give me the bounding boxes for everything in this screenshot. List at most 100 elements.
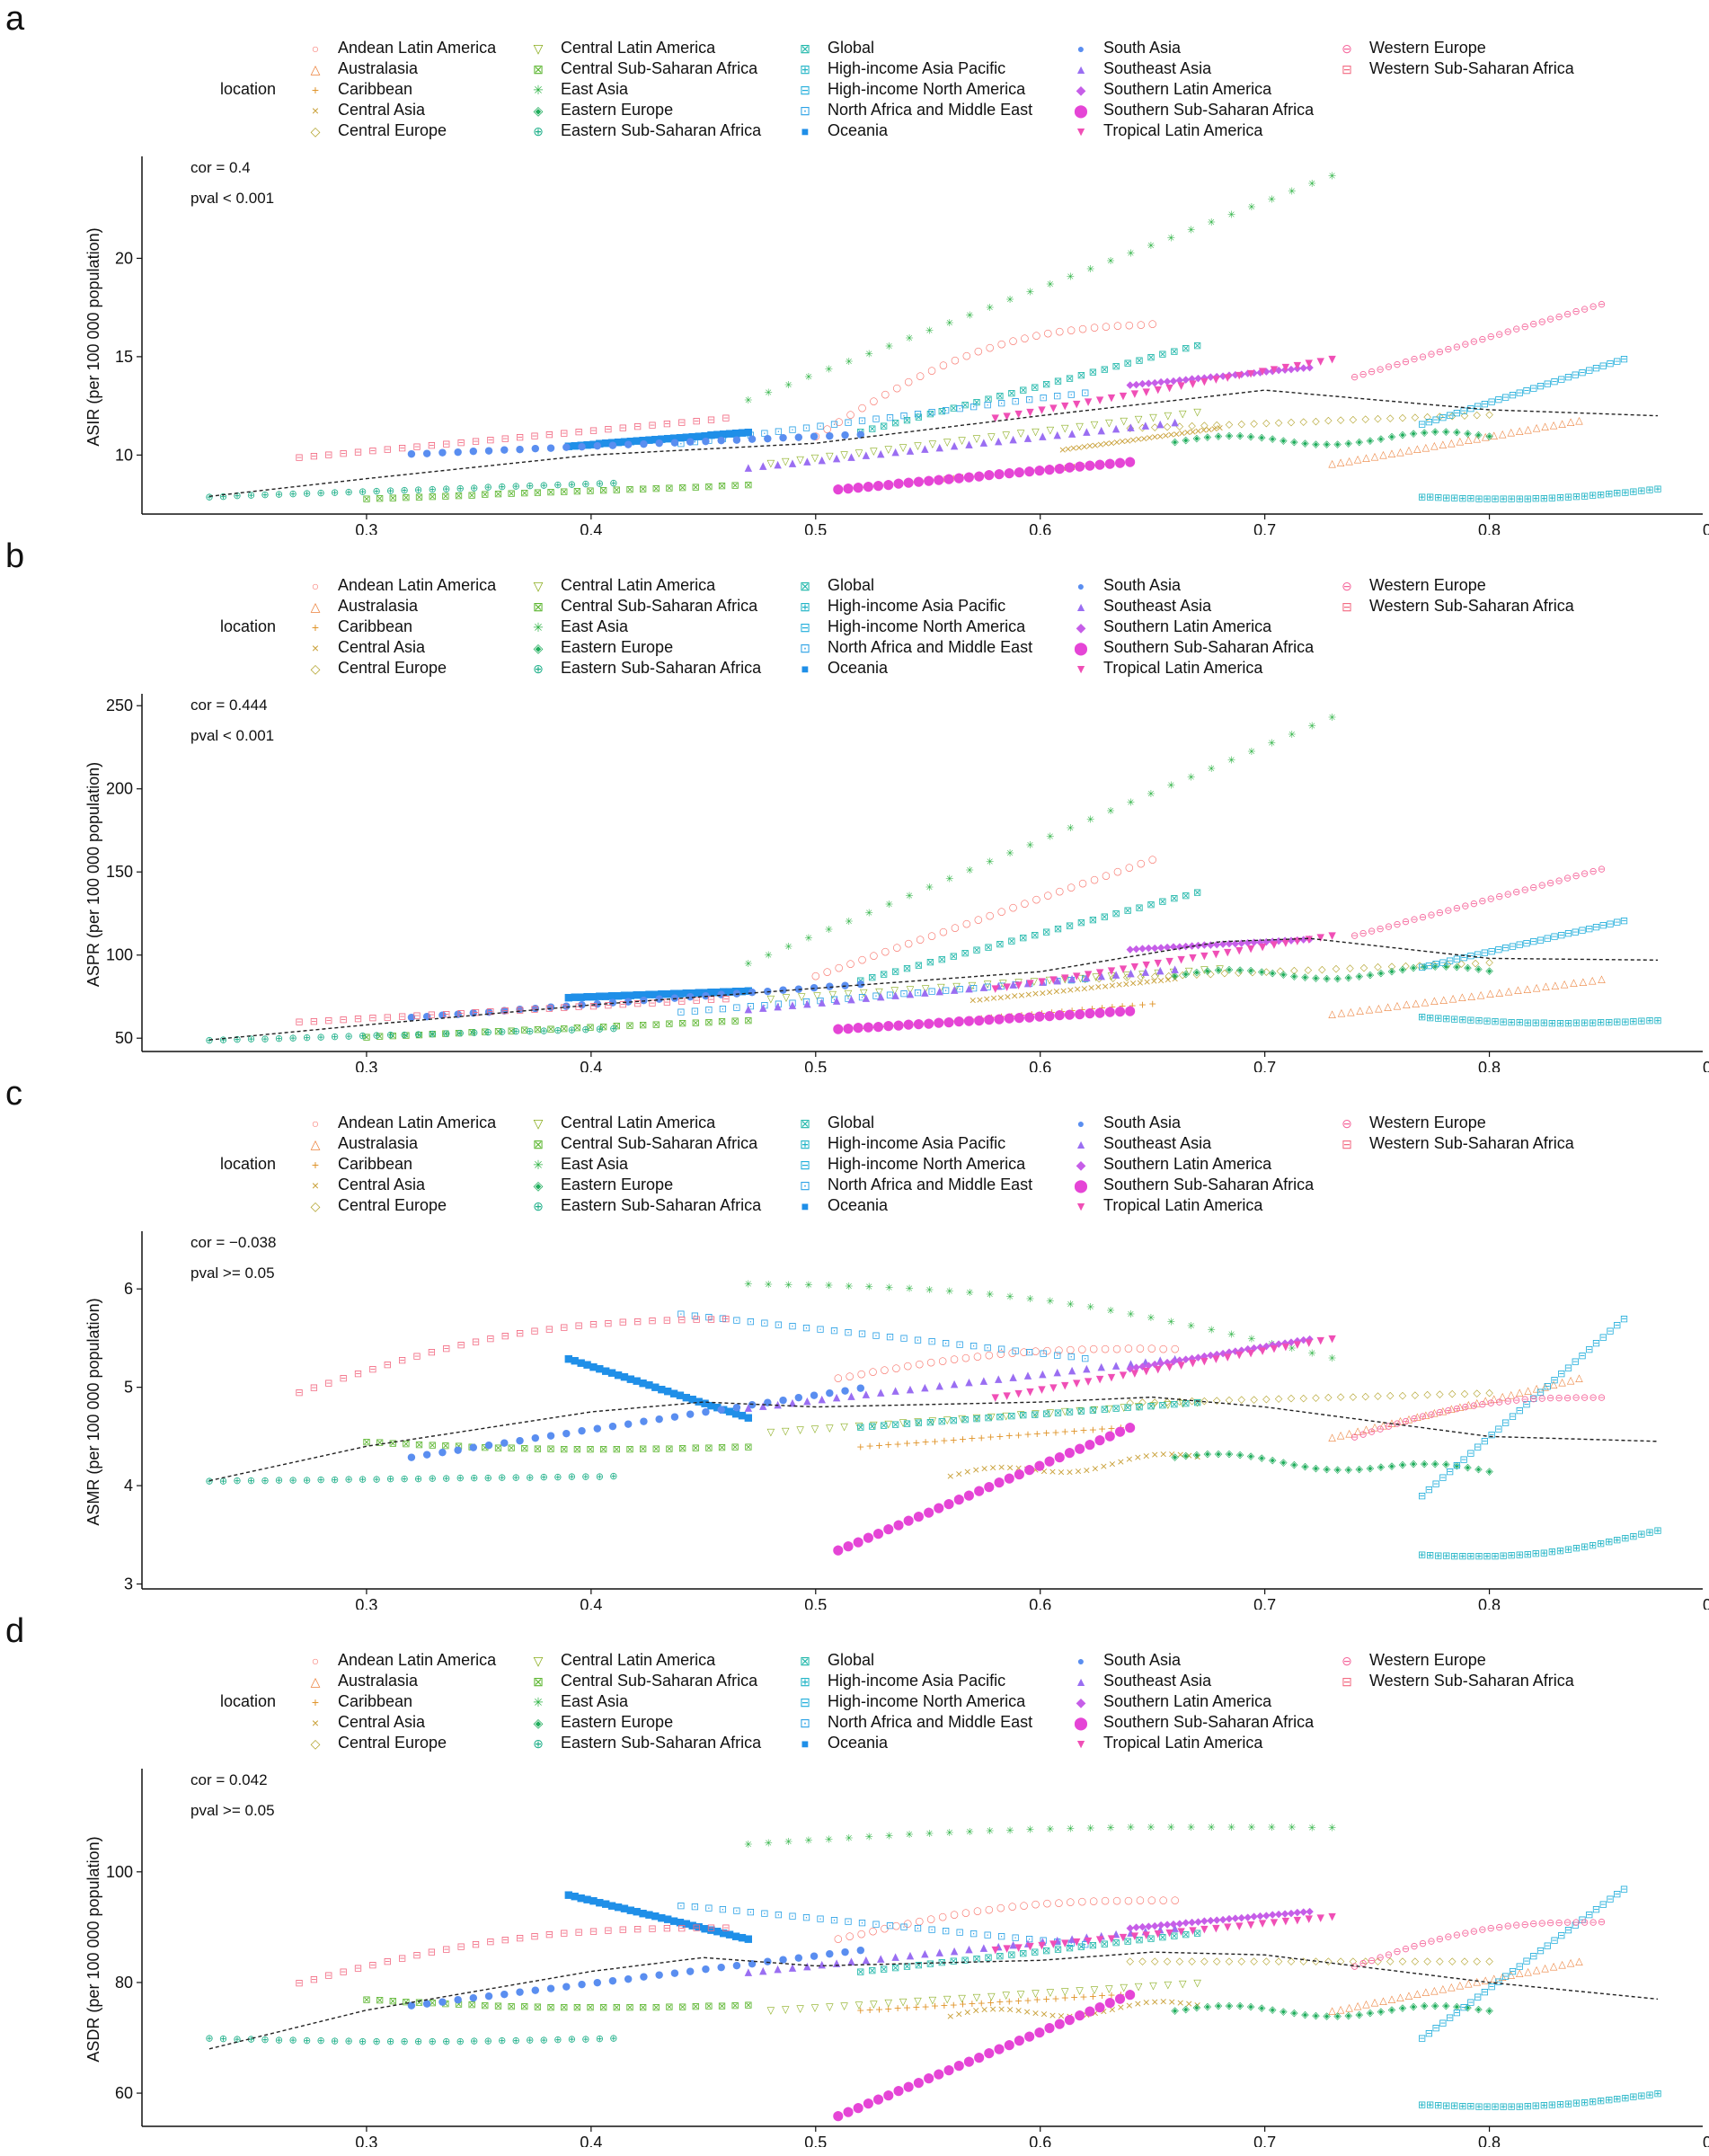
data-point: ▲ (833, 1391, 841, 1403)
data-point: × (1064, 443, 1072, 455)
data-point: ⊠ (1135, 901, 1143, 913)
data-point: ▲ (935, 441, 943, 453)
legend-symbol-icon: ▽ (533, 579, 544, 593)
data-point: ▽ (1193, 1397, 1201, 1408)
data-point: ▼ (1259, 1918, 1267, 1930)
data-point: ⊡ (1012, 1931, 1020, 1943)
data-point: ⊟ (1488, 1981, 1496, 1992)
data-point: ⊖ (1470, 1399, 1478, 1411)
x-tick-label: 0.7 (1253, 2134, 1276, 2147)
data-point: ⊕ (568, 1024, 576, 1035)
data-point: ⊕ (498, 1472, 506, 1484)
data-point: × (1094, 981, 1102, 993)
data-point: ◆ (1294, 362, 1302, 374)
legend-symbol-icon: ▽ (533, 1654, 544, 1668)
legend-label: North Africa and Middle East (828, 101, 1033, 119)
data-point: ● (670, 991, 679, 1003)
legend-item-north-africa-and-middle-east: ⊡ North Africa and Middle East (795, 637, 1032, 658)
data-point: ⊕ (540, 1471, 548, 1483)
data-point: ◈ (1269, 433, 1277, 445)
data-point: ✳ (945, 317, 953, 329)
series-southern-sub-saharan-africa: ⬤⬤⬤⬤⬤⬤⬤⬤⬤⬤⬤⬤⬤⬤⬤⬤⬤⬤⬤⬤⬤⬤⬤⬤⬤⬤⬤⬤⬤⬤ (833, 1005, 1136, 1034)
data-point: ⊕ (498, 481, 506, 492)
data-point: ⊟ (1460, 404, 1468, 416)
data-point: ⊞ (1466, 1550, 1474, 1562)
data-point: ⊠ (1182, 1397, 1190, 1409)
data-point: ⊟ (1585, 365, 1593, 377)
data-point: ⊟ (604, 423, 612, 435)
data-point: △ (1430, 1406, 1439, 1418)
data-point: ⬤ (953, 472, 964, 484)
data-point: × (972, 1464, 980, 1476)
data-point: ⊞ (1556, 1545, 1564, 1557)
data-point: ▼ (1143, 386, 1151, 397)
legend-label: Western Sub-Saharan Africa (1369, 59, 1574, 77)
data-point: ⊖ (1376, 1423, 1384, 1434)
data-point: ⊠ (1147, 1400, 1155, 1412)
series-central-latin-america: ▽ ▽ ▽ ▽ ▽ ▽ ▽ ▽ ▽ ▽ ▽ ▽ ▽ ▽ ▽ ▽ ▽ ▽ ▽ ▽ ▽ ▽ ▽ ▽ ▽ ▽ ▽ ▽ ▽ ▽ (767, 1977, 1202, 2017)
data-point: ● (438, 1009, 447, 1021)
data-point: ⬤ (1125, 456, 1136, 467)
data-point: ■ (601, 437, 610, 448)
legend-label: Central Asia (338, 1176, 426, 1193)
data-point: ◆ (1126, 1362, 1134, 1374)
data-point: ○ (1043, 1344, 1052, 1356)
data-point: ⊖ (1410, 353, 1418, 365)
data-point: ◆ (1132, 943, 1140, 954)
data-point: ✳ (1067, 1823, 1075, 1834)
data-point: ⊠ (1170, 892, 1178, 904)
data-point: ◆ (1256, 1341, 1264, 1353)
data-point: ▲ (745, 1966, 753, 1978)
data-point: ⊡ (775, 1909, 783, 1921)
data-point: ⊠ (1170, 345, 1178, 357)
data-point: △ (1524, 423, 1532, 435)
y-tick-label: 200 (106, 780, 133, 798)
data-point: ○ (1089, 1895, 1098, 1907)
data-point: ⊟ (456, 1339, 465, 1351)
data-point: ● (702, 989, 711, 1001)
data-point: ● (469, 1007, 478, 1018)
legend-label: Southeast Asia (1103, 59, 1212, 77)
data-point: + (987, 1997, 995, 2009)
data-point: ● (856, 978, 865, 989)
legend-label: Southern Sub-Saharan Africa (1103, 101, 1315, 119)
legend-symbol-icon: ⊟ (800, 1158, 810, 1172)
data-point: ▲ (789, 1962, 797, 1974)
data-point: ● (717, 1403, 726, 1415)
data-point: ⊟ (1522, 1956, 1530, 1967)
data-point: △ (1448, 437, 1456, 448)
data-point: ○ (834, 1933, 843, 1945)
data-point: ⊕ (568, 1471, 576, 1483)
data-point: ● (608, 439, 617, 450)
data-point: ⊡ (942, 1925, 950, 1937)
data-point: × (1168, 1449, 1176, 1460)
series-southeast-asia: ▲ ▲ ▲ ▲ ▲ ▲ ▲ ▲ ▲ ▲ ▲ ▲ ▲ ▲ ▲ ▲ ▲ ▲ ▲ ▲ ▲ ▲ ▲ ▲ ▲ ▲ ▲ ▲ ▲ ▲ (745, 416, 1180, 473)
series-tropical-latin-america: ▼ ▼ ▼ ▼ ▼ ▼ ▼ ▼ ▼ ▼ ▼ ▼ ▼ ▼ ▼ ▼ ▼ ▼ ▼ ▼ ▼ ▼ ▼ ▼ ▼ ▼ ▼ ▼ ▼ ▼ (991, 930, 1336, 995)
data-point: △ (1533, 421, 1541, 433)
data-point: ✳ (865, 348, 873, 359)
legend-label: East Asia (561, 1692, 629, 1710)
legend-symbol-icon: ⊞ (800, 1137, 810, 1151)
legend-symbol-icon: ⊡ (800, 1716, 810, 1730)
data-point: ⊖ (1538, 315, 1546, 327)
data-point: × (1162, 430, 1170, 441)
data-point: ▽ (973, 1992, 981, 2003)
data-point: ⊟ (1516, 386, 1524, 398)
data-point: ◈ (1367, 1462, 1375, 1474)
data-point: ⊡ (677, 438, 685, 449)
data-point: ◈ (1258, 1452, 1266, 1464)
data-point: △ (1328, 2005, 1336, 2017)
data-point: ◆ (1207, 1914, 1215, 1926)
data-point: ⊠ (625, 484, 633, 495)
data-point: ● (516, 443, 525, 455)
data-point: ● (686, 1408, 695, 1420)
legend-label: Southern Latin America (1103, 617, 1272, 635)
legend-title: location (220, 1155, 277, 1173)
data-point: ▽ (782, 456, 790, 467)
data-point: ⊟ (354, 1963, 362, 1974)
data-point: ◇ (1474, 409, 1482, 421)
data-point: ▲ (774, 1000, 782, 1012)
data-point: ⊟ (472, 1939, 480, 1950)
data-point: + (922, 475, 930, 486)
data-point: ✳ (1247, 201, 1255, 213)
